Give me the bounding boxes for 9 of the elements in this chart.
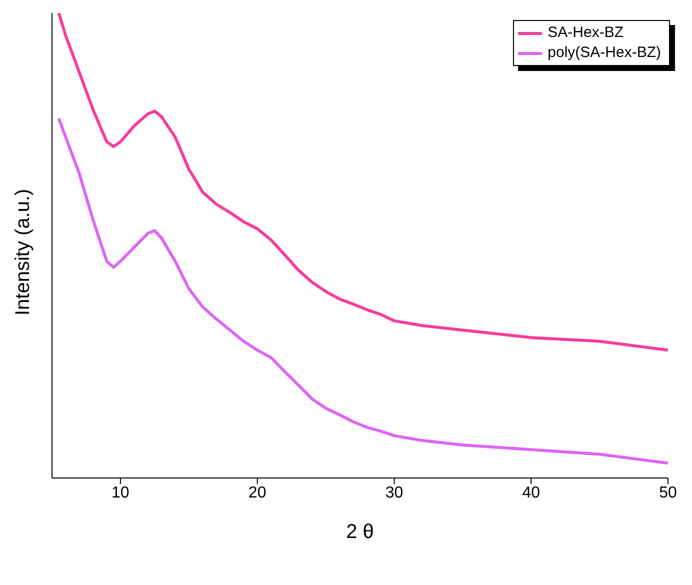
y-axis-title: Intensity (a.u.) bbox=[12, 188, 34, 316]
legend-label: poly(SA-Hex-BZ) bbox=[548, 43, 661, 63]
x-axis-title: 2 θ bbox=[346, 521, 374, 543]
x-tick-label: 40 bbox=[522, 484, 540, 502]
x-tick-label: 20 bbox=[248, 484, 266, 502]
legend-label: SA-Hex-BZ bbox=[548, 23, 624, 43]
x-tick-label: 50 bbox=[659, 484, 677, 502]
x-tick-label: 30 bbox=[385, 484, 404, 502]
x-tick-label: 10 bbox=[112, 484, 130, 502]
